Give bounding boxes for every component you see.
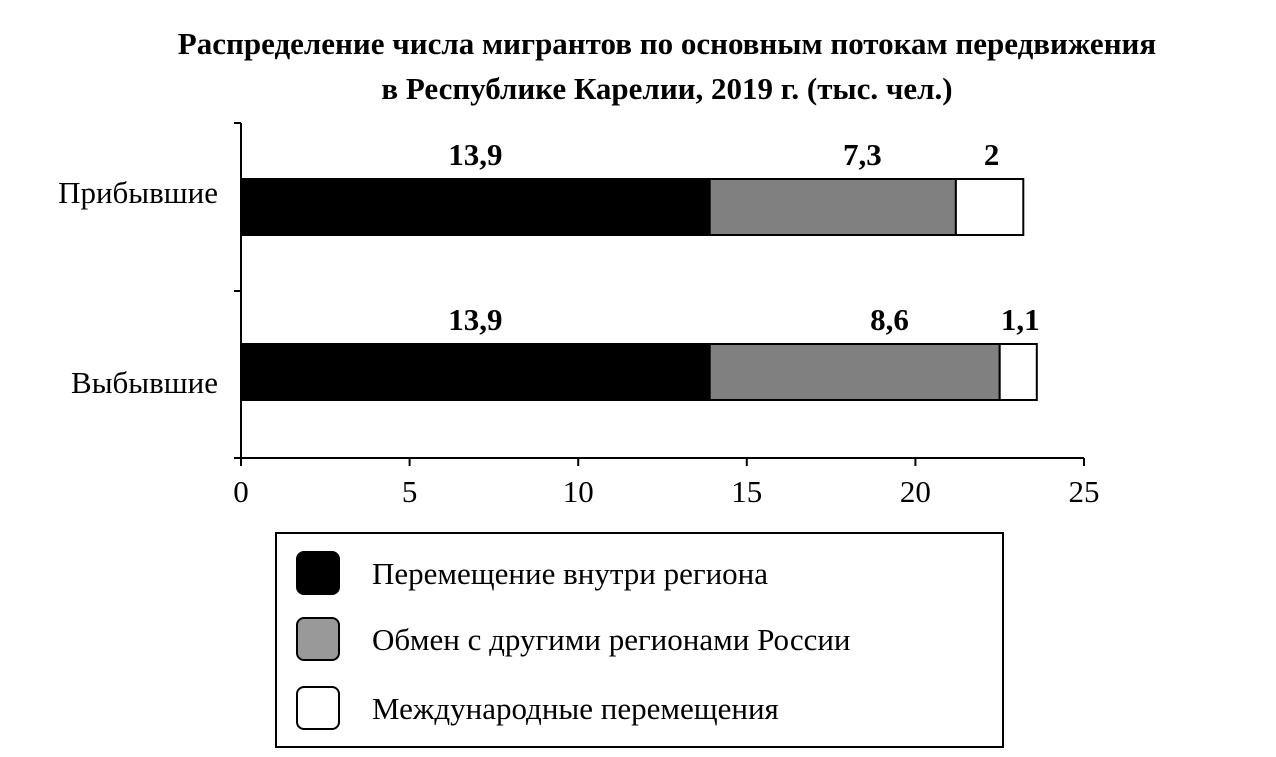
bars xyxy=(240,178,1038,401)
data-label: 7,3 xyxy=(843,137,882,172)
bar-segment xyxy=(998,343,1038,401)
data-label: 8,6 xyxy=(870,302,909,337)
x-tick-label: 20 xyxy=(900,474,931,509)
bar-segment xyxy=(708,178,957,236)
legend-swatch xyxy=(296,686,340,730)
x-tick-label: 10 xyxy=(563,474,594,509)
x-tick-label: 15 xyxy=(731,474,762,509)
bar-segment xyxy=(708,343,1001,401)
data-label: 1,1 xyxy=(1001,302,1040,337)
legend-swatch xyxy=(296,551,340,595)
axes: 0 5 10 15 20 25 Прибывшие Выбывшие xyxy=(58,122,1100,509)
data-label: 2 xyxy=(984,137,1000,172)
legend-entry: Международные перемещения xyxy=(372,691,779,726)
chart-title: Распределение числа мигрантов по основны… xyxy=(178,26,1156,61)
legend-entry: Обмен с другими регионами России xyxy=(372,622,851,657)
bar-segment xyxy=(240,178,711,236)
data-label: 13,9 xyxy=(448,302,502,337)
bar-segment xyxy=(954,178,1025,236)
x-tick-label: 0 xyxy=(233,474,249,509)
legend-frame xyxy=(275,532,1004,748)
data-label: 13,9 xyxy=(448,137,502,172)
chart-subtitle: в Республике Карелии, 2019 г. (тыс. чел.… xyxy=(381,71,952,106)
legend: Перемещение внутри региона Обмен с другим… xyxy=(275,532,1004,748)
x-tick-label: 25 xyxy=(1069,474,1100,509)
x-tick-label: 5 xyxy=(402,474,418,509)
legend-swatch xyxy=(296,617,340,661)
data-labels: 13,9 7,3 2 13,9 8,6 1,1 xyxy=(448,137,1039,337)
category-label: Прибывшие xyxy=(58,175,218,210)
category-label: Выбывшие xyxy=(71,365,218,400)
bar-segment xyxy=(240,343,711,401)
legend-entry: Перемещение внутри региона xyxy=(372,556,768,591)
